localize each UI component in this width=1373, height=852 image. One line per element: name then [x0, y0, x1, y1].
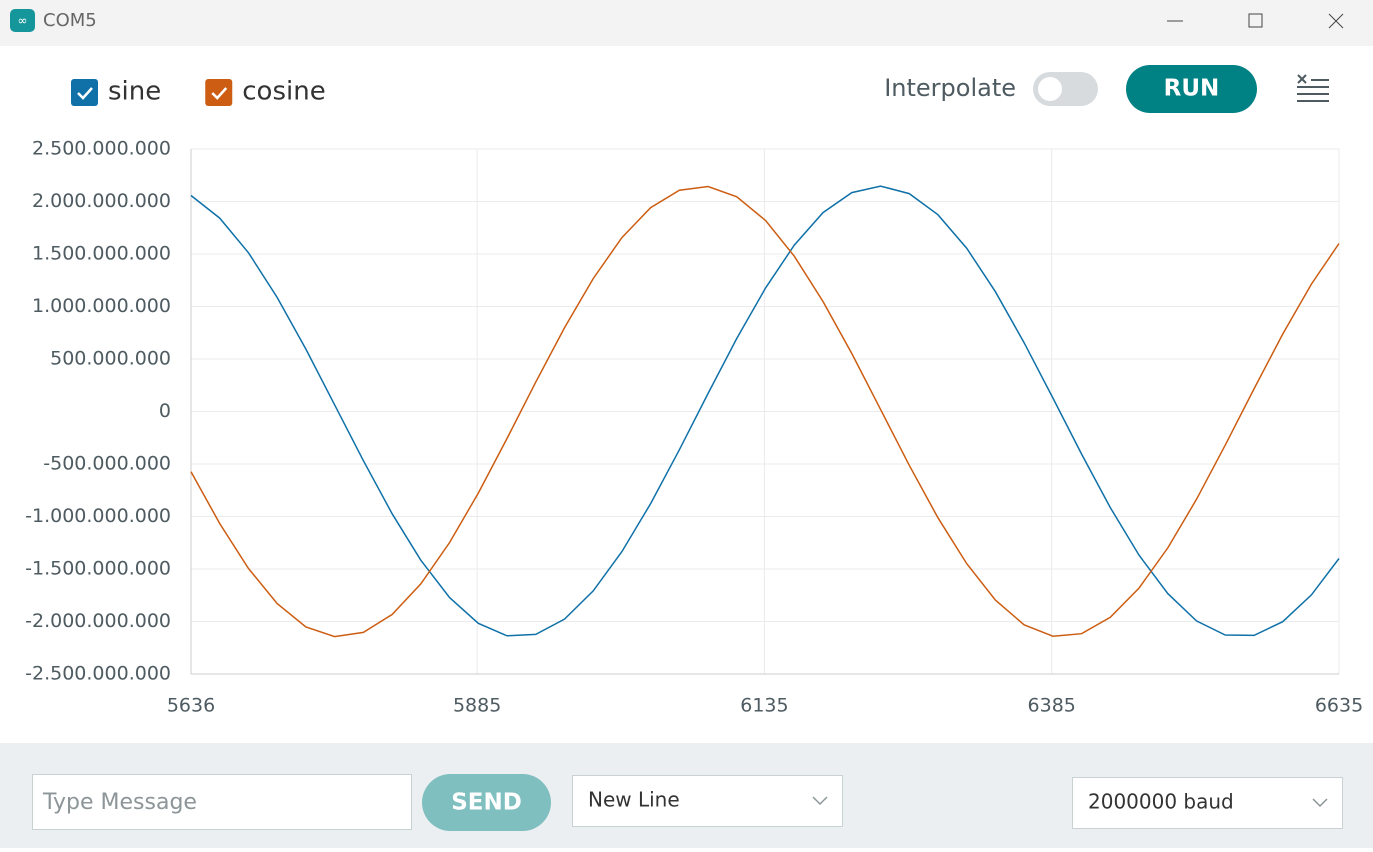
y-tick-label: 0 [159, 400, 171, 422]
clear-button[interactable] [1297, 74, 1329, 102]
series-line [190, 185, 1340, 637]
y-tick-label: -1.500.000.000 [25, 558, 171, 580]
run-label: RUN [1164, 76, 1220, 102]
legend-label: sine [108, 77, 161, 107]
toggle-knob [1038, 77, 1062, 101]
x-tick-label: 6635 [1315, 695, 1363, 717]
run-button[interactable] [1126, 65, 1257, 113]
y-tick-label: -2.500.000.000 [25, 663, 171, 685]
checkmark [77, 87, 93, 100]
y-tick-label: 2.000.000.000 [32, 190, 171, 212]
dropdown-arrow [812, 796, 828, 806]
app-icon-glyph: ∞ [18, 14, 28, 28]
send-button[interactable] [422, 774, 551, 831]
legend-checkbox[interactable] [205, 79, 233, 106]
y-tick-label: -1.000.000.000 [25, 505, 171, 527]
y-tick-label: 1.000.000.000 [32, 295, 171, 317]
legend-checkbox[interactable] [71, 79, 98, 106]
x-tick-label: 5636 [167, 695, 215, 717]
baud-select[interactable] [1072, 777, 1343, 829]
x-tick-label: 6135 [740, 695, 788, 717]
y-tick-label: -2.000.000.000 [25, 610, 171, 632]
checkmark [211, 87, 228, 100]
y-tick-label: 500.000.000 [50, 348, 171, 370]
y-tick-label: 2.500.000.000 [32, 138, 171, 160]
dropdown-arrow [1312, 798, 1328, 808]
interpolate-label: Interpolate [884, 74, 1016, 102]
plot-area: -2.500.000.000 -2.000.000.000 -1.500.000.0… [25, 138, 1363, 717]
legend-label: cosine [242, 77, 325, 107]
message-placeholder: Type Message [42, 790, 197, 815]
x-tick-label: 5885 [453, 695, 501, 717]
maximize-button[interactable] [1248, 13, 1263, 28]
line-ending-value: New Line [588, 788, 680, 812]
baud-value: 2000000 baud [1088, 790, 1234, 814]
message-input[interactable] [32, 774, 412, 830]
send-label: SEND [451, 790, 522, 816]
y-tick-label: 1.500.000.000 [32, 243, 171, 265]
line-ending-select[interactable] [572, 775, 843, 827]
series-line [190, 185, 1340, 638]
title-bar [0, 0, 1373, 46]
window-title: COM5 [43, 10, 97, 31]
y-tick-label: -500.000.000 [43, 453, 171, 475]
close-button[interactable] [1328, 13, 1344, 29]
app-icon [10, 9, 35, 32]
x-tick-label: 6385 [1028, 695, 1076, 717]
